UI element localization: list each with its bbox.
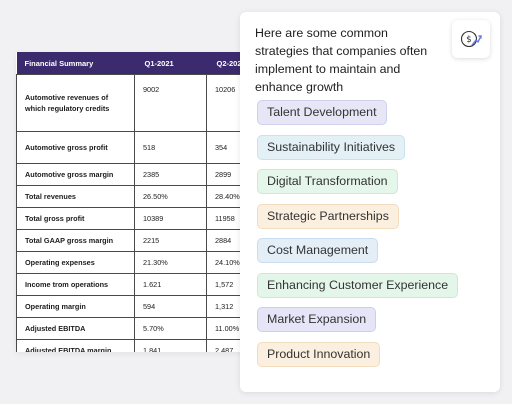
row-label: Total gross profit xyxy=(16,207,135,230)
cell-q2: 11958 xyxy=(206,207,246,230)
row-label: Operating margin xyxy=(16,295,135,318)
row-label: Total GAAP gross margin xyxy=(16,229,135,252)
cell-q2: 11.00% xyxy=(206,317,246,340)
cell-q2: 354 xyxy=(206,131,246,164)
row-label: Total revenues xyxy=(16,185,135,208)
cell-q2: 1,312 xyxy=(206,295,246,318)
strategy-chip-talent-development[interactable]: Talent Development xyxy=(257,100,387,125)
header-q2-2021: Q2-2021 xyxy=(206,52,246,75)
row-label: Income trom operations xyxy=(16,273,135,296)
header-financial-summary: Financial Summary xyxy=(16,52,135,75)
cell-q2: 2.487 xyxy=(206,339,246,352)
cell-q2: 2884 xyxy=(206,229,246,252)
table-row: Operating expenses 21.30% 24.10% xyxy=(16,251,246,274)
table-row: Adjusted EBITDA 5.70% 11.00% xyxy=(16,317,246,340)
cell-q1: 5.70% xyxy=(134,317,207,340)
cell-q1: 9002 xyxy=(134,74,207,132)
strategy-chip-product-innovation[interactable]: Product Innovation xyxy=(257,341,381,367)
table-row: Automotive gross margin 2385 2899 xyxy=(16,163,246,186)
cell-q2: 24.10% xyxy=(206,251,246,274)
cell-q1: 2215 xyxy=(134,229,207,252)
cell-q1: 26.50% xyxy=(134,185,207,208)
table-row: Total revenues 26.50% 28.40% xyxy=(16,185,246,208)
strategy-chip-enhancing-customer-experience[interactable]: Enhancing Customer Experience xyxy=(257,272,459,298)
table-row: Total gross profit 10389 11958 xyxy=(16,207,246,230)
row-label: Operating expenses xyxy=(16,251,135,274)
strategy-chip-market-expansion[interactable]: Market Expansion xyxy=(257,307,377,332)
strategy-chip-strategic-partnerships[interactable]: Strategic Partnerships xyxy=(257,203,399,229)
strategy-chip-sustainability-initiatives[interactable]: Sustainability Initiatives xyxy=(257,134,406,160)
strategy-list: Talent Development Sustainability Initia… xyxy=(257,100,459,376)
table-row: Automotive gross profit 518 354 xyxy=(16,131,246,164)
panel-intro-text: Here are some common strategies that com… xyxy=(255,26,428,94)
table-row: Automotive revenues of which regulatory … xyxy=(16,74,246,132)
header-q1-2021: Q1-2021 xyxy=(134,52,207,75)
cell-q1: 1.841 xyxy=(134,339,207,352)
financial-summary-table: Financial Summary Q1-2021 Q2-2021 Automo… xyxy=(16,52,246,352)
cell-q2: 10206 xyxy=(206,74,246,132)
svg-text:$: $ xyxy=(466,35,471,45)
table-row: Adjusted EBITDA margin 1.841 2.487 xyxy=(16,339,246,352)
cell-q1: 21.30% xyxy=(134,251,207,274)
cell-q1: 10389 xyxy=(134,207,207,230)
cell-q1: 2385 xyxy=(134,163,207,186)
row-label: Adjusted EBITDA xyxy=(16,317,135,340)
strategy-chip-digital-transformation[interactable]: Digital Transformation xyxy=(257,169,398,194)
table-row: Operating margin 594 1,312 xyxy=(16,295,246,318)
row-label: Adjusted EBITDA margin xyxy=(16,339,135,352)
table-row: Total GAAP gross margin 2215 2884 xyxy=(16,229,246,252)
table-row: Income trom operations 1.621 1,572 xyxy=(16,273,246,296)
row-label: Automotive revenues of which regulatory … xyxy=(16,74,135,132)
cell-q2: 1,572 xyxy=(206,273,246,296)
cell-q1: 594 xyxy=(134,295,207,318)
strategy-chip-cost-management[interactable]: Cost Management xyxy=(257,238,379,263)
cell-q2: 28.40% xyxy=(206,185,246,208)
strategies-panel: Here are some common strategies that com… xyxy=(240,12,500,392)
row-label: Automotive gross profit xyxy=(16,131,135,164)
row-label: Automotive gross margin xyxy=(16,163,135,186)
growth-chart-dollar-icon: $ xyxy=(452,20,490,58)
table-header-row: Financial Summary Q1-2021 Q2-2021 xyxy=(16,52,246,75)
cell-q1: 1.621 xyxy=(134,273,207,296)
cell-q1: 518 xyxy=(134,131,207,164)
cell-q2: 2899 xyxy=(206,163,246,186)
